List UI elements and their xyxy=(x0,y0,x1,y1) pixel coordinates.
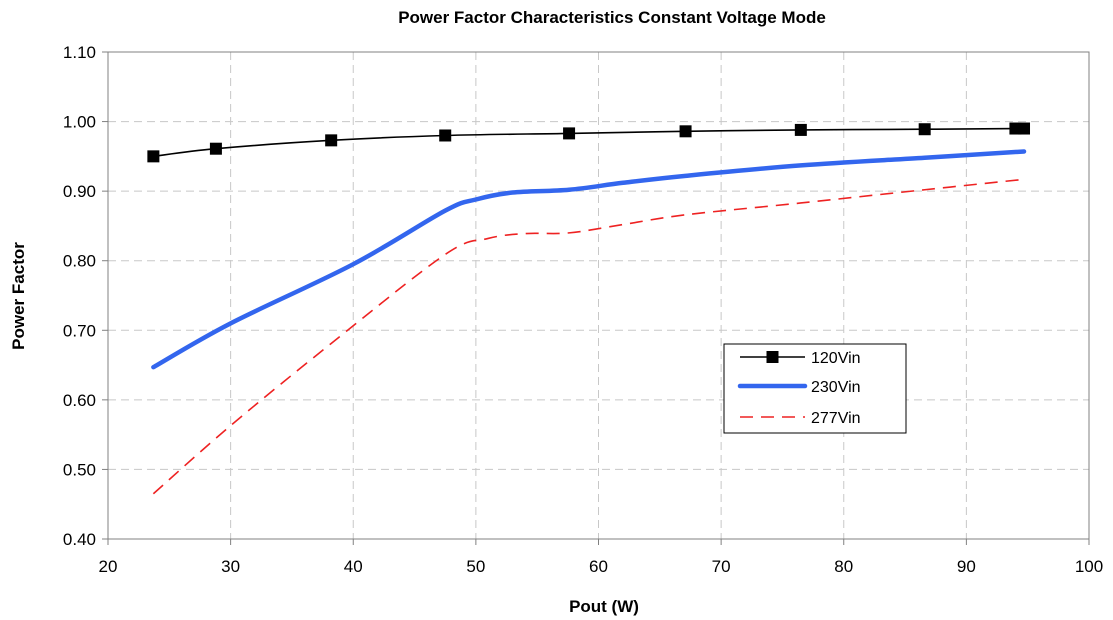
data-point-marker xyxy=(209,142,222,155)
data-point-marker xyxy=(918,123,931,136)
x-tick-label: 90 xyxy=(957,557,976,576)
legend-item-277Vin: 277Vin xyxy=(740,410,861,427)
series-277Vin xyxy=(152,178,1025,495)
y-tick-label: 0.90 xyxy=(63,182,96,201)
y-tick-label: 1.00 xyxy=(63,113,96,132)
y-tick-label: 0.40 xyxy=(63,530,96,549)
x-tick-label: 40 xyxy=(344,557,363,576)
x-axis-title: Pout (W) xyxy=(569,597,639,616)
data-point-marker xyxy=(325,134,338,147)
x-tick-label: 80 xyxy=(834,557,853,576)
y-tick-label: 1.10 xyxy=(63,43,96,62)
legend-marker xyxy=(766,351,779,363)
series-line-120Vin xyxy=(153,127,1027,158)
data-point-marker xyxy=(679,125,692,138)
legend-item-230Vin: 230Vin xyxy=(737,379,861,396)
series-line-230Vin xyxy=(151,149,1027,370)
series-120Vin xyxy=(147,122,1031,163)
legend-box xyxy=(723,343,907,434)
legend: 120Vin 230Vin 277Vin xyxy=(723,343,907,434)
legend-label: 230Vin xyxy=(811,379,861,396)
y-tick-label: 0.70 xyxy=(63,321,96,340)
y-tick-label: 0.50 xyxy=(63,460,96,479)
x-tick-label: 70 xyxy=(712,557,731,576)
x-tick-label: 50 xyxy=(466,557,485,576)
grid-lines xyxy=(108,52,1089,539)
data-point-marker xyxy=(794,123,807,136)
series-line-277Vin xyxy=(152,178,1025,495)
x-tick-label: 20 xyxy=(99,557,118,576)
x-tick-label: 60 xyxy=(589,557,608,576)
y-tick-label: 0.60 xyxy=(63,391,96,410)
y-tick-label: 0.80 xyxy=(63,252,96,271)
plot-area xyxy=(107,51,1090,540)
series-230Vin xyxy=(151,149,1027,370)
axis-ticks: 20 30 40 50 60 70 80 90 100 0.40 0.50 0.60 0.70 0.80 0… xyxy=(63,43,1103,576)
x-tick-label: 30 xyxy=(221,557,240,576)
data-point-marker xyxy=(1009,122,1022,135)
x-tick-label: 100 xyxy=(1075,557,1103,576)
legend-label: 277Vin xyxy=(811,410,861,427)
y-axis-title: Power Factor xyxy=(9,242,28,350)
data-point-marker xyxy=(1018,122,1031,135)
data-point-marker xyxy=(147,150,160,163)
data-point-marker xyxy=(439,129,452,142)
legend-item-120Vin: 120Vin xyxy=(740,350,861,367)
data-point-marker xyxy=(563,127,576,140)
legend-label: 120Vin xyxy=(811,350,861,367)
chart-title: Power Factor Characteristics Constant Vo… xyxy=(398,8,826,27)
series-lines xyxy=(147,122,1031,495)
